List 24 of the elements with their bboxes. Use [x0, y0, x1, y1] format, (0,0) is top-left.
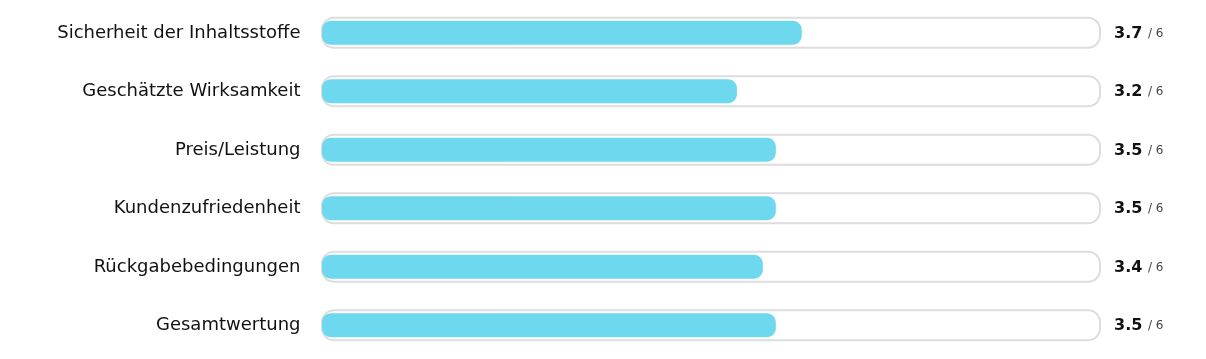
y-tick-label: Rückgabebedingungen — [93, 254, 301, 276]
y-tick-label: Kundenzufriedenheit — [113, 196, 301, 218]
text: / 6 — [1148, 84, 1164, 99]
bar — [322, 254, 763, 279]
data-label: 3.2 — [1114, 81, 1143, 101]
text: / 6 — [1148, 25, 1164, 40]
data-label: 3.4 — [1114, 256, 1143, 276]
y-tick-label: Preis/Leistung — [174, 137, 301, 159]
bar — [322, 196, 776, 221]
y-tick-label: Geschätzte Wirksamkeit — [82, 79, 301, 101]
bar — [322, 137, 776, 162]
bar — [322, 79, 737, 104]
y-tick-label: Gesamtwertung — [155, 313, 301, 335]
text: / 6 — [1148, 142, 1164, 157]
text: / 6 — [1148, 318, 1164, 333]
data-label: 3.5 — [1114, 139, 1143, 159]
bar — [322, 313, 776, 338]
y-tick-label: Sicherheit der Inhaltsstoffe — [57, 20, 301, 42]
bar — [322, 20, 802, 45]
data-label: 3.5 — [1114, 198, 1143, 218]
data-label: 3.7 — [1114, 22, 1143, 42]
text: / 6 — [1148, 201, 1164, 216]
text: / 6 — [1148, 259, 1164, 274]
data-label: 3.5 — [1114, 315, 1143, 335]
